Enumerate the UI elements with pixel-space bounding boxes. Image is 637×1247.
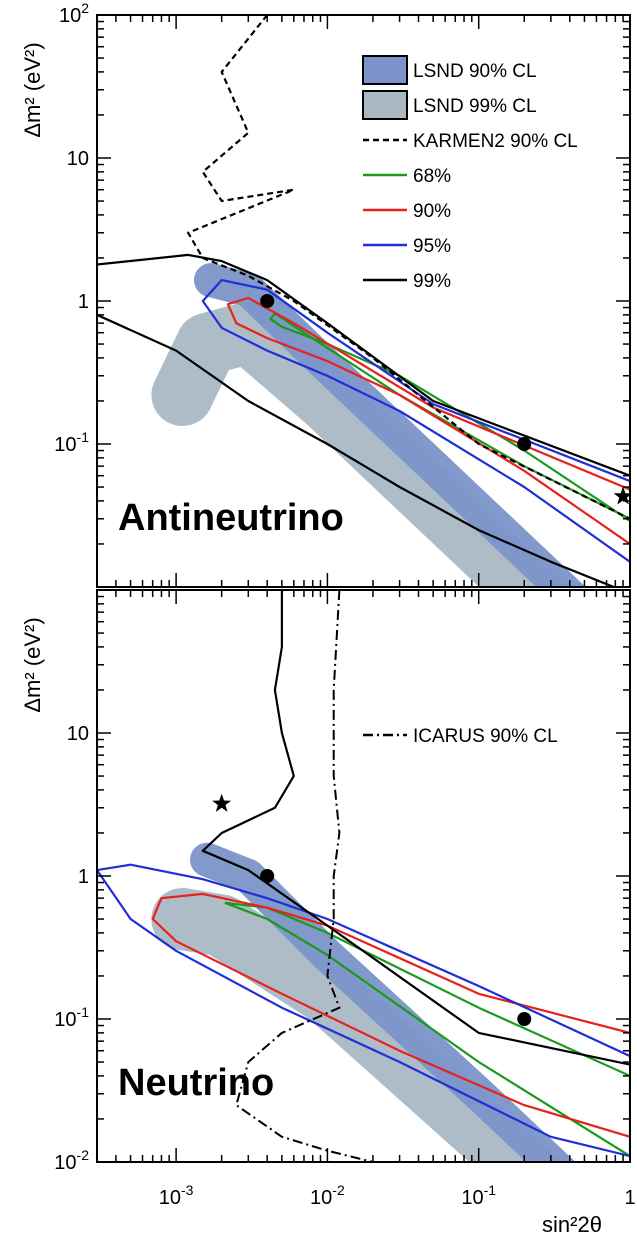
neutrino-contour-68pct — [224, 901, 630, 1158]
antineutrino-best-fit-dot-1 — [517, 437, 532, 451]
antineutrino-contour-karmen2 — [187, 15, 630, 520]
xtick-label: 1 — [624, 1187, 635, 1209]
neutrino-legend-entry: ICARUS 90% CL — [363, 726, 558, 747]
antineutrino-ylabel: Δm² (eV²) — [20, 42, 45, 137]
neutrino-ytick-label: 1 — [78, 866, 89, 888]
legend-label: 95% — [413, 236, 451, 257]
antineutrino-ytick-label: 10-1 — [54, 429, 89, 456]
icarus-limit-curve — [235, 590, 374, 1162]
legend-swatch — [362, 55, 408, 85]
antineutrino-legend-entry: LSND 90% CL — [362, 55, 537, 85]
x-axis-label: sin²2θ — [542, 1212, 602, 1237]
neutrino-ylabel: Δm² (eV²) — [20, 617, 45, 712]
antineutrino-ytick-label: 10 — [67, 148, 89, 170]
xtick-label: 10-3 — [159, 1182, 194, 1209]
neutrino-best-fit-dot-0 — [260, 869, 275, 883]
neutrino-contour-90pct — [151, 892, 630, 1138]
legend-label: 90% — [413, 201, 451, 222]
antineutrino-lsnd-99-band — [151, 301, 570, 587]
antineutrino-legend-entry: 68% — [363, 166, 451, 187]
antineutrino-panel: 10-1 1 10 102 LSND 90% CL LSND 99% CL KARMEN2… — [20, 0, 631, 588]
antineutrino-legend-entry: LSND 99% CL — [362, 90, 537, 120]
neutrino-star-marker — [212, 793, 232, 812]
antineutrino-legend-entry: 95% — [363, 236, 451, 257]
antineutrino-contour-68pct — [269, 312, 630, 522]
neutrino-ytick-label: 10-1 — [54, 1004, 89, 1031]
xtick-label: 10-2 — [310, 1182, 345, 1209]
legend-label: ICARUS 90% CL — [413, 726, 558, 747]
antineutrino-contour-99pct-lower — [97, 313, 617, 587]
neutrino-lsnd-99-band — [151, 888, 564, 1162]
antineutrino-contour-99pct — [97, 253, 630, 477]
legend-label: 68% — [413, 166, 451, 187]
antineutrino-lsnd-90-band — [194, 263, 586, 587]
neutrino-contour-95pct — [97, 863, 630, 1158]
xtick-label: 10-1 — [461, 1182, 496, 1209]
neutrino-panel: 10-2 10-1 1 10 10-3 10-2 10-1 1 ICARUS 90% CL N… — [20, 589, 636, 1237]
neutrino-ytick-label: 10-2 — [54, 1147, 89, 1174]
neutrino-label: Neutrino — [118, 1062, 274, 1104]
antineutrino-contour-95pct — [201, 279, 630, 563]
antineutrino-best-fit-dot-0 — [260, 294, 275, 308]
legend-label: LSND 99% CL — [413, 96, 537, 117]
antineutrino-ytick-label: 102 — [59, 0, 89, 27]
legend-label: 99% — [413, 271, 451, 292]
antineutrino-contour-90pct — [226, 296, 630, 545]
neutrino-ytick-label: 10 — [67, 723, 89, 745]
antineutrino-label: Antineutrino — [118, 497, 344, 539]
antineutrino-legend-entry: KARMEN2 90% CL — [363, 131, 578, 152]
neutrino-best-fit-dot-1 — [517, 1012, 532, 1026]
legend-swatch — [362, 90, 408, 120]
legend-label: KARMEN2 90% CL — [413, 131, 578, 152]
antineutrino-legend-entry: 90% — [363, 201, 451, 222]
antineutrino-star-marker — [613, 486, 630, 505]
antineutrino-legend-entry: 99% — [363, 271, 451, 292]
antineutrino-ytick-label: 1 — [78, 291, 89, 313]
neutrino-contour-99pct — [201, 590, 630, 1066]
legend-label: LSND 90% CL — [413, 61, 537, 82]
